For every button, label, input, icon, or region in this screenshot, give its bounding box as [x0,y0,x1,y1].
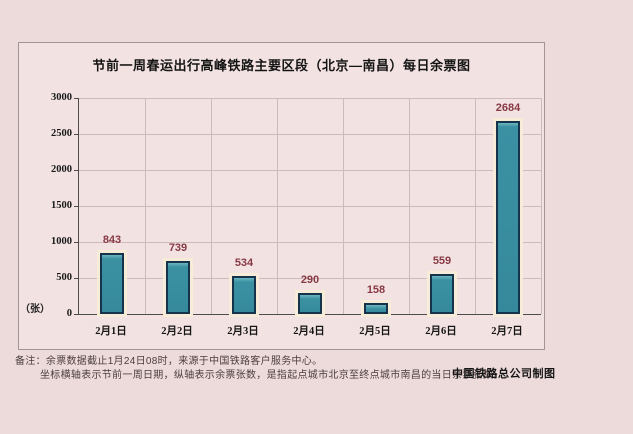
y-axis-tick [74,241,79,243]
y-gridline [79,133,541,135]
y-axis-tick-label: 0 [66,308,72,319]
y-gridline [79,277,541,279]
bar-value-label: 843 [102,234,122,246]
y-gridline [79,205,541,207]
x-axis-label: 2月1日 [95,326,127,337]
x-gridline [408,98,410,314]
x-gridline [474,98,476,314]
bar-value-label: 158 [366,284,386,296]
plot-area: 843 739 534 290 158 559 2684 [74,97,542,315]
y-axis-tick [74,277,79,279]
y-axis-tick [74,313,79,315]
x-gridline [276,98,278,314]
bar-value-label: 559 [432,255,452,267]
x-axis-label: 2月3日 [227,326,259,337]
y-axis-tick [74,97,79,99]
y-gridline [79,97,541,99]
x-axis-label: 2月5日 [359,326,391,337]
bar-value-label: 739 [168,242,188,254]
x-axis-label: 2月7日 [491,326,523,337]
x-axis-label: 2月2日 [161,326,193,337]
y-axis-tick-label: 3000 [51,92,72,103]
chart-panel: 节前一周春运出行高峰铁路主要区段（北京—南昌）每日余票图 843 739 534 29… [18,42,545,350]
x-axis-label: 2月6日 [425,326,457,337]
credit-label: 中国铁路总公司制图 [452,368,556,380]
y-axis-tick-label: 2500 [51,128,72,139]
x-gridline [342,98,344,314]
x-gridline [144,98,146,314]
x-axis-label: 2月4日 [293,326,325,337]
y-axis-tick-label: 1500 [51,200,72,211]
footnote-line-2: 坐标横轴表示节前一周日期，纵轴表示余票张数，是指起点城市北京至终点城市南昌的当日… [40,370,504,381]
y-axis-unit-label: （张） [20,304,50,315]
y-gridline [79,241,541,243]
bar-value-label: 2684 [495,102,521,114]
bar-value-label: 534 [234,257,254,269]
y-axis-tick-label: 500 [56,272,72,283]
bar-value-label: 290 [300,274,320,286]
y-axis-tick-label: 2000 [51,164,72,175]
bar [364,303,388,314]
y-axis-tick [74,205,79,207]
bar [100,253,124,314]
footnote-line-1: 备注：余票数据截止1月24日08时，来源于中国铁路客户服务中心。 [15,356,323,367]
chart-title: 节前一周春运出行高峰铁路主要区段（北京—南昌）每日余票图 [92,58,471,73]
bar [298,293,322,314]
y-axis-tick-label: 1000 [51,236,72,247]
bar [232,276,256,314]
bar [430,274,454,314]
x-gridline [210,98,212,314]
y-gridline [79,169,541,171]
x-gridline [540,98,542,314]
y-axis-tick [74,169,79,171]
bar [166,261,190,314]
bar [496,121,520,314]
y-axis-tick [74,133,79,135]
